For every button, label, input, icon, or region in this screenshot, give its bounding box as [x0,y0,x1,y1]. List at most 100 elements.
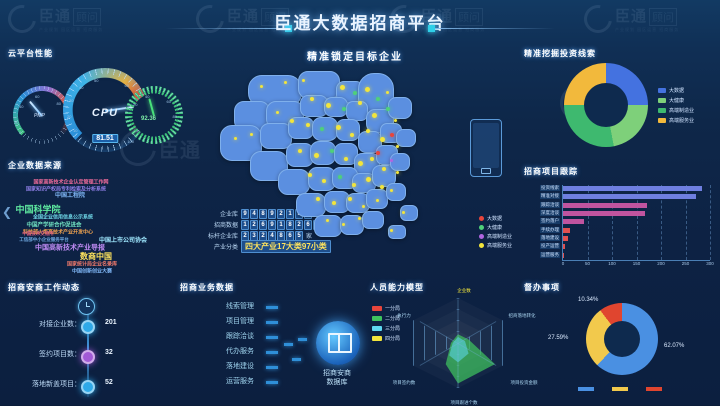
map-data-point[interactable] [298,149,302,153]
timeline-row-1[interactable]: 签约项目数： 32 [8,347,178,364]
radar-legend-item[interactable]: 三分局 [372,325,400,332]
wordcloud-term[interactable]: 中国上市公司协会 [98,238,148,244]
wordcloud-term[interactable]: 数商中国 [80,252,112,261]
map-data-point[interactable] [260,85,263,88]
map-data-point[interactable] [376,199,379,202]
flow-item[interactable]: 落地建设 [226,363,254,370]
map-data-point[interactable] [302,79,305,82]
map-data-point[interactable] [365,87,370,92]
wordcloud-term[interactable]: 中国技术交易所 [22,230,54,236]
clues-legend-item[interactable]: 大数据 [658,87,694,94]
wordcloud-term[interactable]: 国家高新技术企业认定管理工作网 [33,179,109,186]
map-data-point[interactable] [366,177,371,182]
map-data-point[interactable] [308,173,312,177]
map-province[interactable] [312,117,338,141]
map-data-point[interactable] [338,175,342,179]
supervision-legend-swatch[interactable] [612,387,628,391]
map-legend-item[interactable]: 高端服务业 [478,242,512,249]
map-province[interactable] [390,153,410,171]
map-data-point[interactable] [386,91,389,94]
map-province[interactable] [386,183,406,201]
map-province[interactable] [400,205,418,221]
map-province[interactable] [388,97,412,119]
map-data-point[interactable] [314,153,319,158]
map-data-point[interactable] [306,123,310,127]
map-data-point[interactable] [352,183,356,187]
radar-legend-item[interactable]: 四分局 [372,335,400,342]
map-data-point[interactable] [390,189,393,192]
wordcloud-term[interactable]: 中国创新创业大赛 [71,268,113,275]
flow-item[interactable]: 线索管理 [226,303,254,310]
wordcloud-term[interactable]: 工信部中小企业服务平台 [19,236,69,242]
wordcloud-term[interactable]: 国家统计局企业名录库 [66,261,118,268]
wordcloud-term[interactable]: 中国科学院 [15,204,61,215]
map-data-point[interactable] [358,101,362,105]
map-data-point[interactable] [316,197,320,201]
bar-row[interactable]: 深度洽谈 [540,210,646,217]
map-data-point[interactable] [380,185,384,189]
map-data-point[interactable] [386,107,390,111]
wordcloud-term[interactable]: 科技部火炬高技术产业开发中心 [22,229,94,236]
map-province[interactable] [296,193,326,217]
clues-legend-item[interactable]: 高端制造业 [658,107,694,114]
wordcloud-term[interactable]: 全国企业信用信息公示系统 [32,214,94,221]
map-province[interactable] [372,165,396,187]
bar-row[interactable]: 签约落户 [540,218,584,225]
bar-row[interactable]: 投资线索 [540,185,702,192]
map-data-point[interactable] [330,149,334,153]
radar-legend-item[interactable]: 一分局 [372,305,400,312]
flow-item[interactable]: 代办服务 [226,348,254,355]
bar-row[interactable]: 落地建设 [540,235,568,242]
bar-row[interactable]: 跟踪洽谈 [540,201,648,208]
map-data-point[interactable] [372,113,377,118]
map-data-point[interactable] [394,119,397,122]
map-data-point[interactable] [366,129,370,133]
map-data-point[interactable] [340,85,345,90]
map-data-point[interactable] [342,107,346,111]
flow-item[interactable]: 运营服务 [226,378,254,385]
map-data-point[interactable] [234,137,237,140]
map-data-point[interactable] [342,223,345,226]
map-data-point[interactable] [380,137,385,142]
clues-legend-item[interactable]: 高端服务业 [658,117,694,124]
map-data-point[interactable] [326,219,329,222]
prev-arrow-icon[interactable]: ❮ [2,205,13,219]
bar-row[interactable]: 运营服务 [540,251,565,258]
bar-row[interactable]: 手续办理 [540,226,570,233]
map-data-point[interactable] [396,145,399,148]
map-data-point[interactable] [326,103,331,108]
map-data-point[interactable] [290,119,294,123]
timeline-row-2[interactable]: 落地新盖项目： 52 [8,377,178,394]
map-data-point[interactable] [322,179,326,183]
map-data-point[interactable] [344,157,348,161]
map-data-point[interactable] [390,159,393,162]
project-tracking-chart[interactable]: 0 50 100 150 200 250 300 投资线索 精准对接 跟踪洽谈 深度洽谈 签约落户 手续… [524,179,716,275]
map-data-point[interactable] [276,111,279,114]
wordcloud-term[interactable]: 中国工程院 [54,193,86,199]
map-data-point[interactable] [358,217,361,220]
map-province[interactable] [346,101,368,121]
map-province[interactable] [278,169,310,195]
china-map[interactable]: 企业库94892153家招商数据1269182641条标杆企业库2324865家… [190,67,520,257]
map-data-point[interactable] [310,97,314,101]
map-data-point[interactable] [390,229,393,232]
map-data-point[interactable] [336,125,341,130]
map-province[interactable] [260,123,292,149]
map-legend-item[interactable]: 高端制造业 [478,233,512,240]
map-province[interactable] [396,129,416,147]
map-data-point[interactable] [350,133,354,137]
map-province[interactable] [362,211,384,229]
map-legend-item[interactable]: 大数据 [478,215,512,222]
map-data-point[interactable] [348,197,352,201]
map-legend-item[interactable]: 大健康 [478,224,512,231]
map-data-point[interactable] [402,211,405,214]
supervision-legend-swatch[interactable] [578,387,594,391]
flow-item[interactable]: 跟踪洽谈 [226,333,254,340]
map-data-point[interactable] [390,133,394,137]
radar-legend-item[interactable]: 二分局 [372,315,400,322]
map-data-point[interactable] [353,91,357,95]
wordcloud-term[interactable]: 中国产学研合作促进会 [26,222,82,229]
flow-item[interactable]: 项目管理 [226,318,254,325]
timeline-row-0[interactable]: 对接企业数： 201 [8,317,178,334]
map-province[interactable] [336,119,360,141]
